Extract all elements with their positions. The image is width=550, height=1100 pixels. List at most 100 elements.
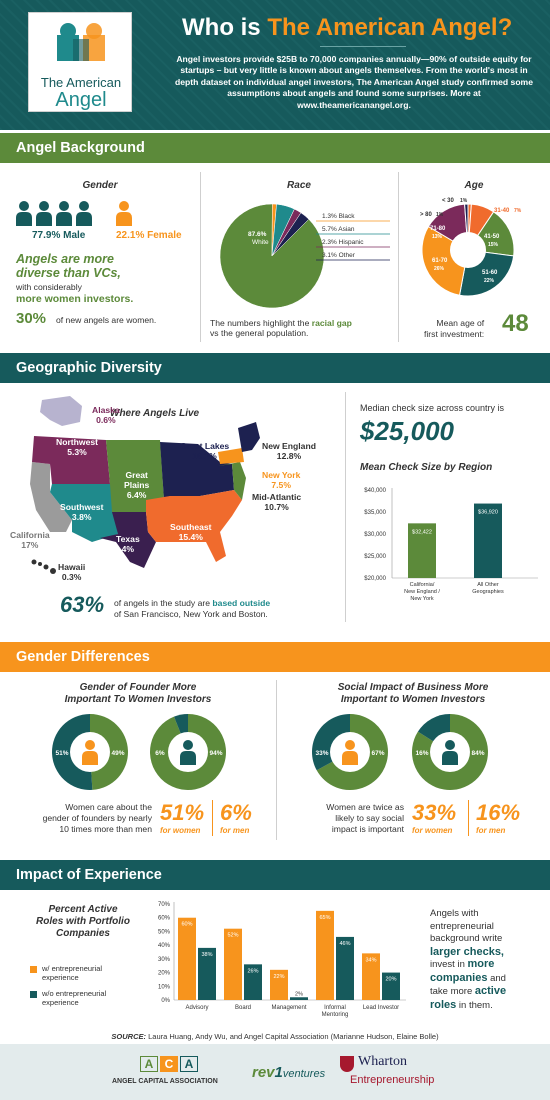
male-person-icon (36, 201, 52, 226)
gd-left-for-men: for men (220, 826, 250, 835)
gender-claim-line3: with considerably (16, 282, 82, 292)
logo-text-line2: Angel (55, 89, 107, 111)
map-region-label: Great Plains 6.4% (124, 470, 150, 500)
geo-pct-text: of angels in the study are based outside… (114, 598, 271, 619)
check-category-label: Geographies (472, 589, 504, 595)
map-region-label: Hawaii 0.3% (58, 562, 86, 582)
age-label: 61-70 (432, 258, 448, 264)
exp-bar-label: 60% (181, 922, 192, 928)
geo-pct: 63% (60, 592, 105, 617)
gender-claim: Angels are more diverse than VCs, (16, 252, 121, 280)
exp-bar (316, 910, 334, 1000)
exp-bar-label: 22% (273, 974, 284, 980)
age-mean-value: 48 (502, 310, 529, 337)
gd-pie-minor-label: 33% (315, 750, 328, 757)
gd-pie-major-label: 84% (471, 750, 484, 757)
exp-bar (198, 947, 216, 1000)
exp-bar (224, 928, 242, 1000)
exp-bar (382, 972, 400, 1000)
gender-difference-pies: 51% 49% 6% 94% 33% 67% 16% 84% (52, 714, 488, 790)
check-bar (474, 503, 502, 578)
exp-category-label: Advisory (185, 1005, 208, 1011)
exp-ytick: 70% (158, 902, 171, 908)
woman-icon (82, 740, 98, 765)
age-label: 13% (432, 234, 443, 240)
exp-chart-title: Percent Active Roles with Portfolio Comp… (36, 904, 130, 939)
wharton-sub: Entrepreneurship (350, 1074, 435, 1086)
wharton-name: Wharton (358, 1054, 407, 1069)
check-ytick: $30,000 (364, 532, 386, 538)
experience-side-text: Angels with entrepreneurial background wri… (430, 908, 507, 1011)
gd-right-for-women: for women (412, 826, 453, 835)
age-heading: Age (464, 180, 484, 191)
aca-name: ANGEL CAPITAL ASSOCIATION (112, 1078, 218, 1085)
median-label: Median check size across country is (360, 403, 505, 413)
map-region-label: New England 12.8% (262, 441, 316, 461)
gender-new-pct: 30% (16, 310, 47, 327)
gd-right-men: 16% (476, 800, 521, 825)
gd-right-for-men: for men (476, 826, 506, 835)
race-pie-chart: 87.6%White 1.3% Black 5.7% Asian 2.3% Hispa… (220, 203, 390, 309)
age-label: 15% (488, 242, 499, 248)
gd-right-title: Social Impact of Business More Important… (337, 682, 489, 705)
map-region-label: Southwest 3.8% (60, 502, 104, 522)
header-description: Angel investors provide $25B to 70,000 c… (175, 54, 533, 110)
legend-swatch-with (30, 966, 37, 973)
check-ytick: $20,000 (364, 576, 386, 582)
race-white-value: 87.6% (248, 231, 267, 238)
man-icon (180, 740, 196, 765)
exp-category-label: Board (235, 1005, 251, 1011)
age-label: 1% (460, 198, 468, 204)
exp-category-label: Informal (324, 1005, 346, 1011)
map-title: Where Angels Live (110, 408, 200, 419)
wharton-shield-icon (340, 1056, 354, 1072)
race-caption: The numbers highlight the racial gap vs … (210, 318, 352, 338)
age-label: 1% (436, 212, 444, 218)
age-mean-label: Mean age of first investment: (424, 318, 485, 339)
gender-new-text: of new angels are women. (56, 315, 157, 325)
age-label: 41-50 (484, 234, 500, 240)
exp-bar-label: 38% (201, 952, 212, 958)
check-bar (408, 523, 436, 578)
race-legend-item: 2.3% Hispanic (322, 239, 364, 246)
map-region-label: Mid-Atlantic 10.7% (252, 492, 302, 512)
exp-bar-label: 52% (227, 933, 238, 939)
map-region-label: Alaska 0.6% (92, 405, 120, 425)
header: The American Angel Who is The American A… (0, 0, 550, 130)
gd-left-for-women: for women (160, 826, 201, 835)
experience-bar-chart: 70% 60% 50% 40% 30% 20% 10% 0% 60% 38% Advisory 52%… (158, 902, 406, 1018)
age-label: 31-40 (494, 208, 510, 214)
exp-bar-label: 46% (339, 941, 350, 947)
exp-bar (178, 917, 196, 1000)
map-region-label: New York 7.5% (262, 470, 301, 490)
section-impact-of-experience: Impact of Experience (0, 860, 550, 890)
legend-swatch-without (30, 991, 37, 998)
gd-left-title: Gender of Founder More Important To Wome… (64, 682, 212, 705)
logo-text-line1: The American (40, 75, 122, 90)
exp-ytick: 60% (158, 916, 171, 922)
gender-male-stat: 77.9% Male (32, 230, 86, 241)
exp-bar-label: 65% (319, 915, 330, 921)
gd-left-women: 51% (160, 800, 205, 825)
male-person-icon (16, 201, 32, 226)
median-value: $25,000 (360, 416, 454, 446)
legend-with: w/ entrepreneurial experience (42, 964, 103, 982)
race-legend-item: 5.7% Asian (322, 226, 355, 233)
gender-heading: Gender (82, 180, 118, 191)
check-category-label: All Other (477, 582, 499, 588)
age-label: < 30 (442, 198, 455, 204)
woman-icon (342, 740, 358, 765)
section-gender-differences: Gender Differences (0, 642, 550, 672)
gender-female-stat: 22.1% Female (116, 230, 182, 241)
exp-bar-label: 34% (365, 957, 376, 963)
female-person-icon (116, 201, 132, 226)
gd-pie-minor-label: 6% (155, 750, 165, 757)
exp-ytick: 20% (158, 971, 171, 977)
male-person-icon (76, 201, 92, 226)
gd-pie-major-label: 49% (111, 750, 124, 757)
gd-left-text: Women care about the gender of founders … (42, 802, 152, 834)
map-region-label: Southeast 15.4% (170, 522, 212, 542)
check-chart-title: Mean Check Size by Region (360, 462, 493, 473)
exp-bar (336, 936, 354, 1000)
exp-bar (244, 964, 262, 1000)
